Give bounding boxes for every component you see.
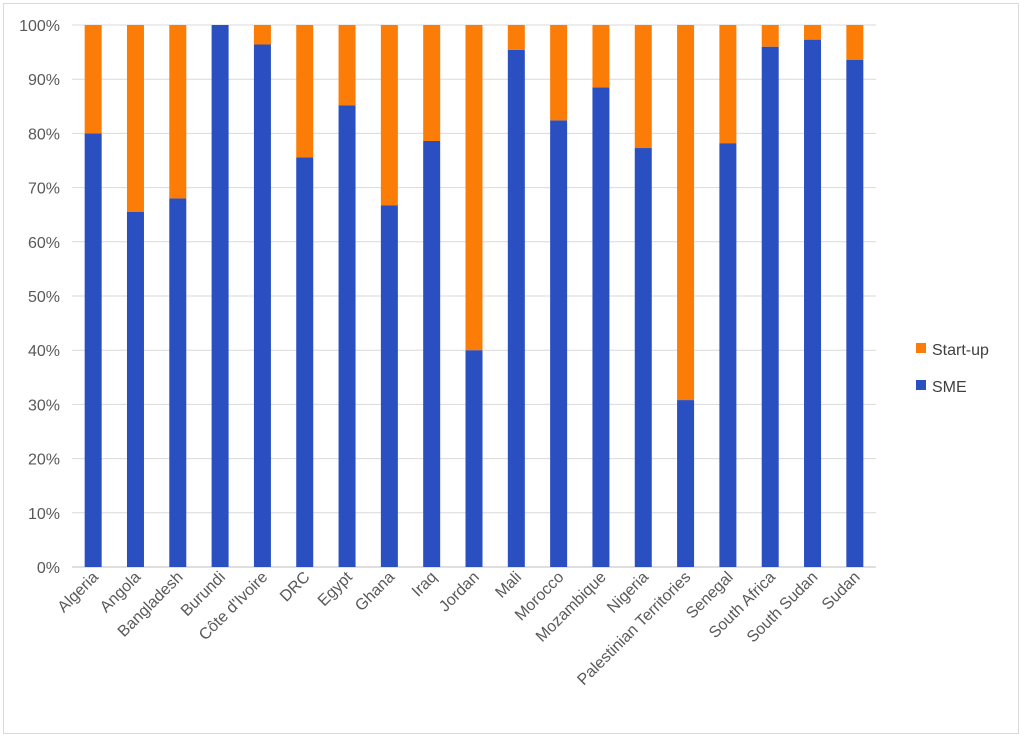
bar-sme bbox=[169, 198, 187, 567]
x-tick-label: Sudan bbox=[819, 569, 864, 614]
x-tick-label: DRC bbox=[277, 569, 314, 606]
y-tick-label: 40% bbox=[28, 343, 60, 360]
bar-startup bbox=[592, 25, 610, 88]
bar-sme bbox=[84, 133, 102, 567]
x-tick-label: Algeria bbox=[55, 569, 102, 616]
y-tick-label: 30% bbox=[28, 397, 60, 414]
bar-startup bbox=[253, 25, 271, 45]
bar-sme bbox=[211, 25, 229, 567]
bar-sme bbox=[677, 400, 695, 567]
bar-sme bbox=[550, 120, 568, 567]
bar-sme bbox=[423, 140, 441, 567]
bar-sme bbox=[846, 59, 864, 568]
x-tick-label: Jordan bbox=[436, 569, 483, 616]
bar-sme bbox=[634, 148, 652, 567]
legend-swatch-startup bbox=[916, 343, 926, 353]
bar-sme bbox=[719, 143, 737, 567]
y-tick-label: 20% bbox=[28, 452, 60, 469]
bar-sme bbox=[253, 44, 271, 567]
bar-startup bbox=[507, 25, 525, 50]
y-tick-label: 90% bbox=[28, 72, 60, 89]
bar-startup bbox=[423, 25, 441, 141]
legend-label-sme: SME bbox=[932, 379, 967, 396]
bar-startup bbox=[296, 25, 314, 158]
legend-label-startup: Start-up bbox=[932, 342, 989, 359]
bar-startup bbox=[126, 25, 144, 212]
bar-startup bbox=[677, 25, 695, 401]
legend-swatch-sme bbox=[916, 380, 926, 390]
y-tick-label: 70% bbox=[28, 181, 60, 198]
y-tick-label: 0% bbox=[37, 560, 60, 577]
x-tick-label: Mali bbox=[492, 569, 525, 602]
bar-startup bbox=[761, 25, 779, 47]
bar-startup bbox=[550, 25, 568, 121]
legend: Start-up SME bbox=[916, 342, 989, 396]
bar-sme bbox=[126, 211, 144, 568]
bar-sme bbox=[804, 39, 822, 568]
bar-sme bbox=[592, 87, 610, 567]
bar-sme bbox=[761, 46, 779, 568]
bar-sme bbox=[507, 49, 525, 567]
bar-startup bbox=[380, 25, 398, 206]
y-tick-label: 80% bbox=[28, 126, 60, 143]
bars bbox=[84, 25, 864, 568]
y-axis-ticks: 0% 10% 20% 30% 40% 50% 60% 70% 80% 90% 100% bbox=[19, 18, 60, 577]
bar-sme bbox=[338, 105, 356, 567]
bar-sme bbox=[296, 157, 314, 568]
y-tick-label: 50% bbox=[28, 289, 60, 306]
y-tick-label: 10% bbox=[28, 506, 60, 523]
bar-startup bbox=[84, 25, 102, 134]
x-tick-label: Egypt bbox=[315, 568, 356, 609]
y-tick-label: 100% bbox=[19, 18, 60, 35]
bar-startup bbox=[846, 25, 864, 60]
x-tick-label: Ghana bbox=[352, 569, 398, 615]
bar-sme bbox=[465, 350, 483, 567]
bar-startup bbox=[804, 25, 822, 40]
bar-startup bbox=[169, 25, 187, 199]
bar-sme bbox=[380, 205, 398, 567]
y-tick-label: 60% bbox=[28, 235, 60, 252]
bar-startup bbox=[465, 25, 483, 351]
bar-startup bbox=[634, 25, 652, 149]
x-tick-label: Iraq bbox=[409, 569, 441, 601]
bar-startup bbox=[338, 25, 356, 106]
bar-startup bbox=[719, 25, 737, 144]
